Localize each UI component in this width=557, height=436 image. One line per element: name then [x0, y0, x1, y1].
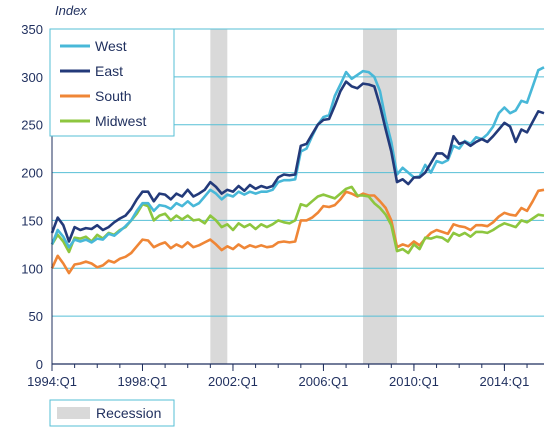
- x-tick-label-2006-q1: 2006:Q1: [299, 374, 349, 389]
- legend-label-midwest: Midwest: [95, 113, 146, 129]
- y-tick-label-0: 0: [36, 357, 43, 372]
- series-line-south: [50, 188, 545, 275]
- y-tick-label-50: 50: [29, 309, 43, 324]
- x-tick-label-1994-q1: 1994:Q1: [27, 374, 77, 389]
- y-tick-label-100: 100: [21, 261, 43, 276]
- recession-legend-swatch: [57, 407, 90, 419]
- axes: 0 50 100 150 200 250 300 350 1994:Q1 1998:Q1 2002:…: [21, 22, 544, 389]
- recession-legend-label: Recession: [96, 405, 161, 421]
- series-lines: [50, 66, 545, 275]
- series-line-east: [50, 80, 545, 243]
- legend-label-south: South: [95, 88, 132, 104]
- y-tick-label-300: 300: [21, 70, 43, 85]
- y-tick-label-350: 350: [21, 22, 43, 37]
- y-tick-label-250: 250: [21, 118, 43, 133]
- x-tick-label-2014-q1: 2014:Q1: [479, 374, 529, 389]
- recession-legend: Recession: [49, 399, 175, 427]
- legend: West East South Midwest: [49, 28, 175, 137]
- y-tick-label-150: 150: [21, 213, 43, 228]
- legend-label-east: East: [95, 63, 123, 79]
- x-tick-label-1998-q1: 1998:Q1: [118, 374, 168, 389]
- legend-label-west: West: [95, 38, 127, 54]
- y-axis-unit-label: Index: [55, 3, 87, 18]
- x-tick-label-2010-q1: 2010:Q1: [389, 374, 439, 389]
- x-tick-label-2002-q1: 2002:Q1: [208, 374, 258, 389]
- y-tick-label-200: 200: [21, 166, 43, 181]
